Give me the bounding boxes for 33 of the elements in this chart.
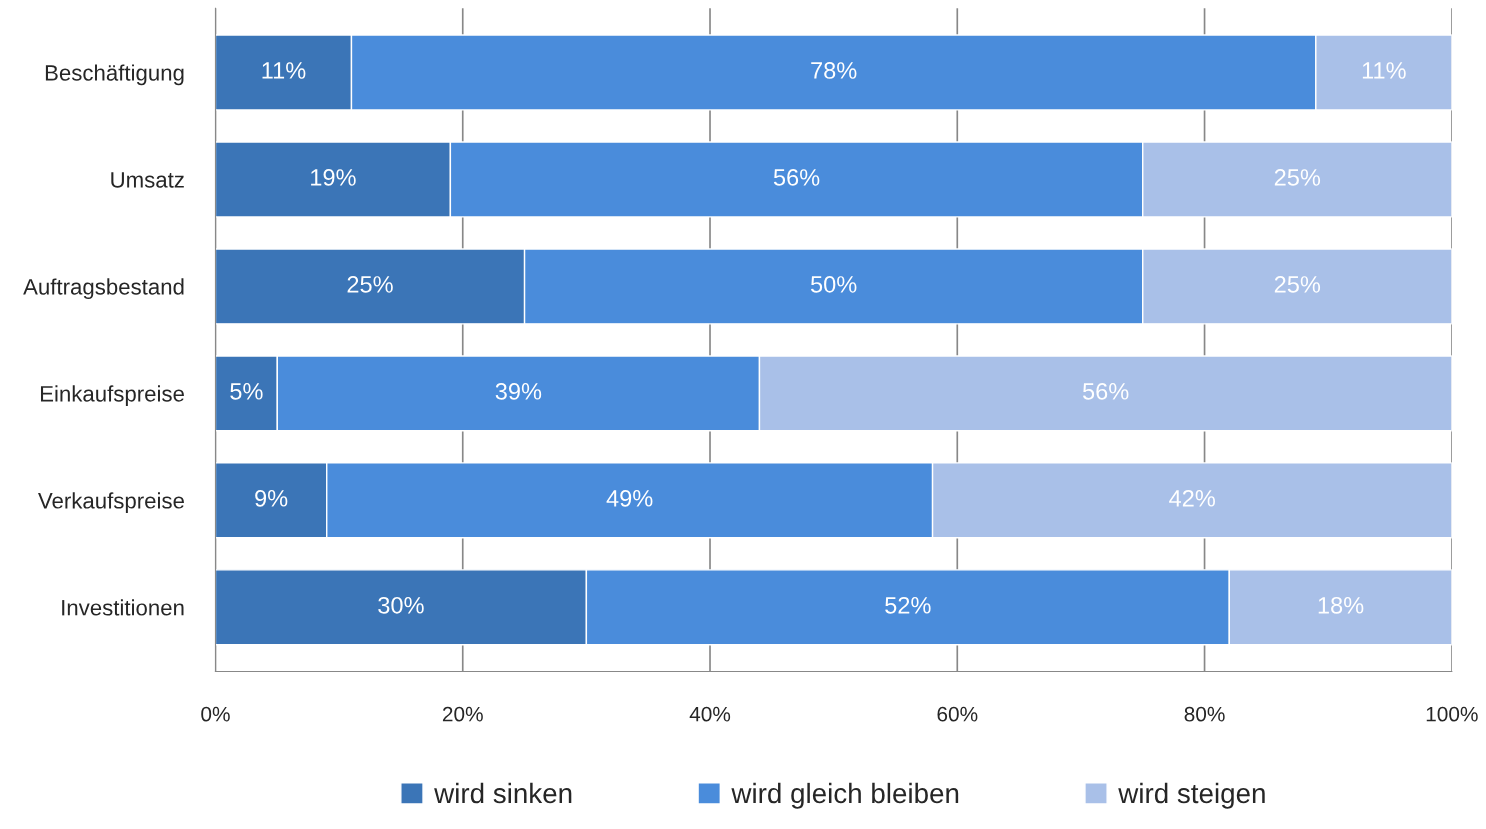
y-tick-label: Einkaufspreise: [40, 385, 184, 407]
legend-label: wird steigen: [1118, 782, 1265, 809]
data-label: 25%: [1274, 276, 1321, 293]
x-tick-label: 80%: [1184, 706, 1225, 722]
data-label: 11%: [262, 62, 306, 79]
x-tick-label: 20%: [442, 706, 483, 722]
y-tick-label: Umsatz: [111, 172, 184, 188]
data-label: 18%: [1318, 596, 1364, 614]
x-tick-label: 60%: [937, 706, 978, 722]
x-tick-label: 0%: [201, 706, 230, 722]
data-label: 25%: [1274, 169, 1321, 186]
data-label: 30%: [378, 596, 424, 614]
y-tick-label: Investitionen: [62, 599, 184, 616]
data-label: 56%: [1082, 382, 1129, 400]
data-label: 25%: [347, 276, 393, 293]
y-tick-label: Verkaufspreise: [38, 492, 184, 513]
data-label: 42%: [1169, 489, 1215, 507]
data-label: 50%: [810, 276, 857, 293]
data-label: 78%: [811, 62, 857, 79]
data-label: 11%: [1362, 62, 1406, 79]
y-tick-label: Auftragsbestand: [23, 278, 184, 300]
y-tick-label: Beschäftigung: [45, 64, 184, 86]
data-label: 56%: [773, 169, 820, 186]
data-label: 9%: [255, 489, 288, 507]
data-label: 5%: [230, 383, 263, 400]
data-label: 19%: [311, 169, 356, 186]
x-tick-label: 40%: [689, 706, 731, 722]
data-label: 49%: [606, 489, 653, 507]
legend-label: wird gleich bleiben: [731, 782, 959, 809]
data-label: 52%: [885, 596, 931, 614]
data-label: 39%: [495, 382, 542, 400]
x-tick-label: 100%: [1426, 706, 1478, 722]
legend-label: wird sinken: [434, 782, 572, 804]
